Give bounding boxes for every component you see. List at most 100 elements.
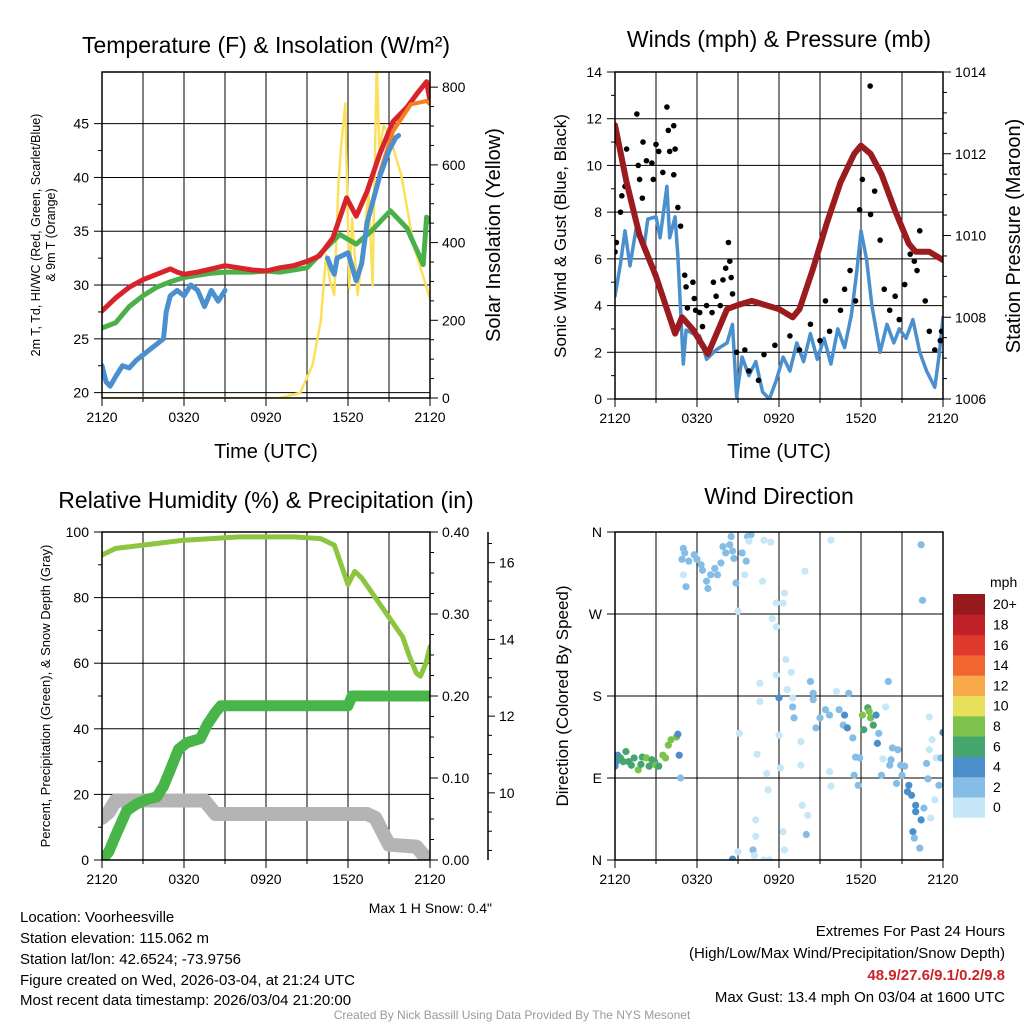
y-tick-label: 12 — [586, 111, 602, 127]
legend-swatch — [953, 776, 985, 798]
plot-frame — [101, 71, 431, 399]
wind-direction-point — [790, 714, 798, 722]
wind-direction-point — [711, 564, 719, 573]
wind-direction-point — [679, 571, 687, 579]
gust-point — [666, 148, 673, 155]
wind-direction-point — [752, 816, 760, 824]
legend-label: 12 — [993, 677, 1009, 693]
legend-label: 10 — [993, 698, 1009, 714]
wind-direction-point — [804, 811, 812, 819]
wind-direction-point — [735, 729, 743, 737]
gust-point — [713, 293, 719, 300]
wind-direction-point — [841, 711, 849, 719]
wind-direction-point — [797, 737, 805, 746]
extremes-info: Extremes For Past 24 Hours (High/Low/Max… — [689, 923, 1005, 1006]
wind-direction-point — [747, 532, 755, 539]
temperature-ylabel-line2: & 9m T (Orange) — [44, 188, 58, 281]
wind-direction-point — [843, 724, 851, 732]
plot-frame — [614, 531, 944, 861]
series-2m-temperature — [102, 79, 430, 314]
gust-point — [655, 148, 662, 155]
created-text: Figure created on Wed, 2026-03-04, at 21… — [20, 972, 355, 989]
gust-point — [938, 328, 943, 335]
wind-direction-point — [877, 771, 886, 779]
x-tick-label: 0920 — [763, 871, 794, 887]
wind-direction-point — [697, 561, 705, 569]
wind-direction-point — [780, 589, 789, 597]
y-right-tick-label: 200 — [442, 312, 466, 328]
wind-direction-point — [917, 541, 925, 549]
gust-point — [691, 295, 698, 302]
wind-direction-point — [798, 801, 806, 809]
plot-area — [102, 72, 430, 398]
y-tick-label: 30 — [73, 277, 89, 293]
wind-direction-point — [809, 689, 817, 697]
gust-point — [937, 337, 943, 344]
y-tick-label: 25 — [73, 331, 89, 347]
gust-point — [932, 347, 938, 353]
wind-direction-point — [702, 577, 711, 585]
gust-point — [675, 204, 681, 211]
gust-point — [847, 267, 853, 274]
latlon-text: Station lat/lon: 42.6524; -73.9756 — [20, 951, 241, 968]
wind-direction-point — [925, 746, 933, 754]
wind-direction-point — [682, 583, 690, 591]
y-tick-label: 2 — [594, 344, 602, 360]
gust-point — [896, 316, 903, 323]
plot-area — [615, 532, 943, 860]
gust-point — [892, 293, 898, 300]
series-9m-temperature — [377, 99, 430, 177]
wind-direction-point — [931, 796, 939, 804]
wind-direction-point — [619, 758, 627, 766]
wind-direction-point — [765, 856, 774, 860]
gust-point — [660, 169, 666, 176]
series-relative-humidity — [102, 534, 430, 679]
gust-point — [733, 349, 740, 356]
x-tick-label: 2120 — [414, 871, 445, 887]
series-station-pressure — [615, 122, 943, 357]
y-tick-label: N — [592, 524, 602, 540]
y-tick-label: 4 — [594, 298, 602, 314]
y-right-tick-label: 0 — [442, 390, 450, 406]
wind-direction-point — [939, 728, 943, 737]
gust-point — [755, 377, 762, 384]
gust-point — [867, 211, 874, 218]
wind-direction-point — [916, 844, 924, 852]
wind-direction-point — [681, 549, 689, 557]
wind-direction-point — [764, 786, 772, 794]
wind-direction-point — [779, 828, 787, 836]
x-tick-label: 2120 — [599, 410, 630, 426]
gust-point — [649, 160, 655, 166]
wind-direction-point — [707, 571, 715, 579]
temperature-panel: Temperature (F) & Insolation (W/m²) 2m T… — [29, 32, 505, 463]
gust-point — [787, 333, 793, 339]
wind-direction-point — [730, 554, 738, 563]
wind-direction-point — [634, 766, 642, 774]
plot-area — [615, 83, 943, 399]
plot-area — [102, 534, 430, 860]
wind-direction-point — [918, 596, 927, 604]
wind-direction-point — [835, 706, 843, 714]
wind-direction-title: Wind Direction — [704, 483, 854, 509]
humidity-panel: Relative Humidity (%) & Precipitation (i… — [38, 487, 515, 916]
gust-point — [664, 104, 670, 110]
max-snow-annotation: Max 1 H Snow: 0.4" — [369, 900, 492, 916]
gust-point — [881, 286, 888, 293]
wind-direction-point — [734, 607, 742, 615]
gust-point — [822, 298, 829, 304]
wind-direction-point — [728, 547, 737, 555]
wind-direction-point — [872, 711, 880, 719]
legend-swatch — [953, 654, 985, 676]
y-tick-label: 10 — [586, 157, 602, 173]
wind-direction-point — [763, 769, 771, 778]
elevation-text: Station elevation: 115.062 m — [20, 930, 209, 947]
gust-point — [650, 176, 657, 183]
wind-direction-point — [879, 755, 887, 763]
gust-point — [826, 328, 833, 335]
wind-direction-point — [875, 729, 883, 737]
gust-point — [696, 309, 703, 316]
gust-point — [623, 146, 630, 152]
humidity-title: Relative Humidity (%) & Precipitation (i… — [58, 487, 473, 513]
x-tick-label: 2120 — [927, 871, 958, 887]
gust-point — [670, 122, 677, 129]
